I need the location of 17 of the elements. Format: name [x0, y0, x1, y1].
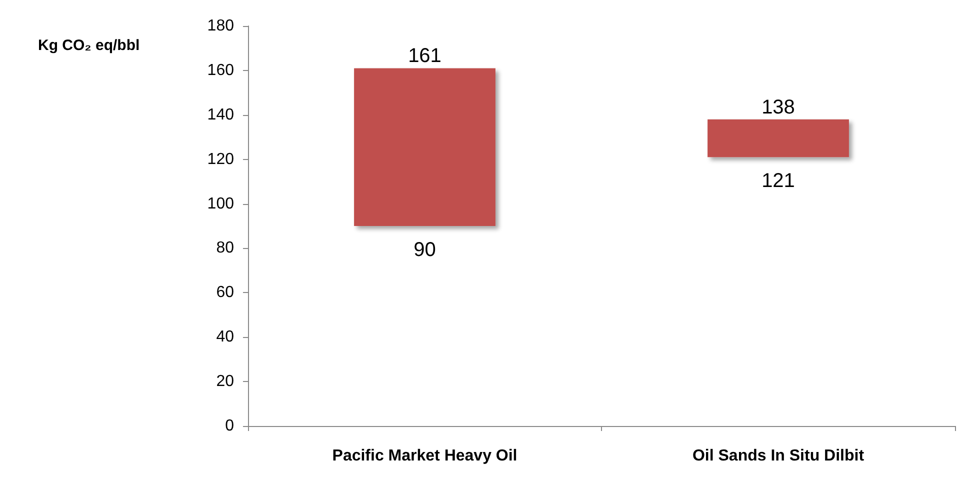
y-tick-label: 60 — [216, 284, 234, 302]
y-tick-label: 40 — [216, 328, 234, 346]
x-tick-label: Pacific Market Heavy Oil — [332, 448, 518, 464]
x-tick-label: Oil Sands In Situ Dilbit — [692, 448, 865, 464]
annotation: 121 — [762, 170, 795, 192]
y-tick-label: 180 — [207, 18, 234, 34]
y-tick-label: 160 — [207, 62, 234, 79]
y-axis-title: Kg CO₂ eq/bbl — [38, 37, 140, 54]
y-tick-label: 0 — [225, 418, 234, 434]
y-tick-label: 80 — [216, 240, 234, 257]
y-tick-label: 120 — [207, 150, 234, 168]
y-tick-label: 100 — [207, 195, 234, 212]
annotation: 138 — [762, 96, 795, 118]
y-tick-label: 140 — [207, 106, 234, 124]
y-tick-label: 20 — [216, 373, 234, 390]
annotation: 161 — [408, 45, 442, 68]
annotation: 90 — [414, 239, 436, 261]
